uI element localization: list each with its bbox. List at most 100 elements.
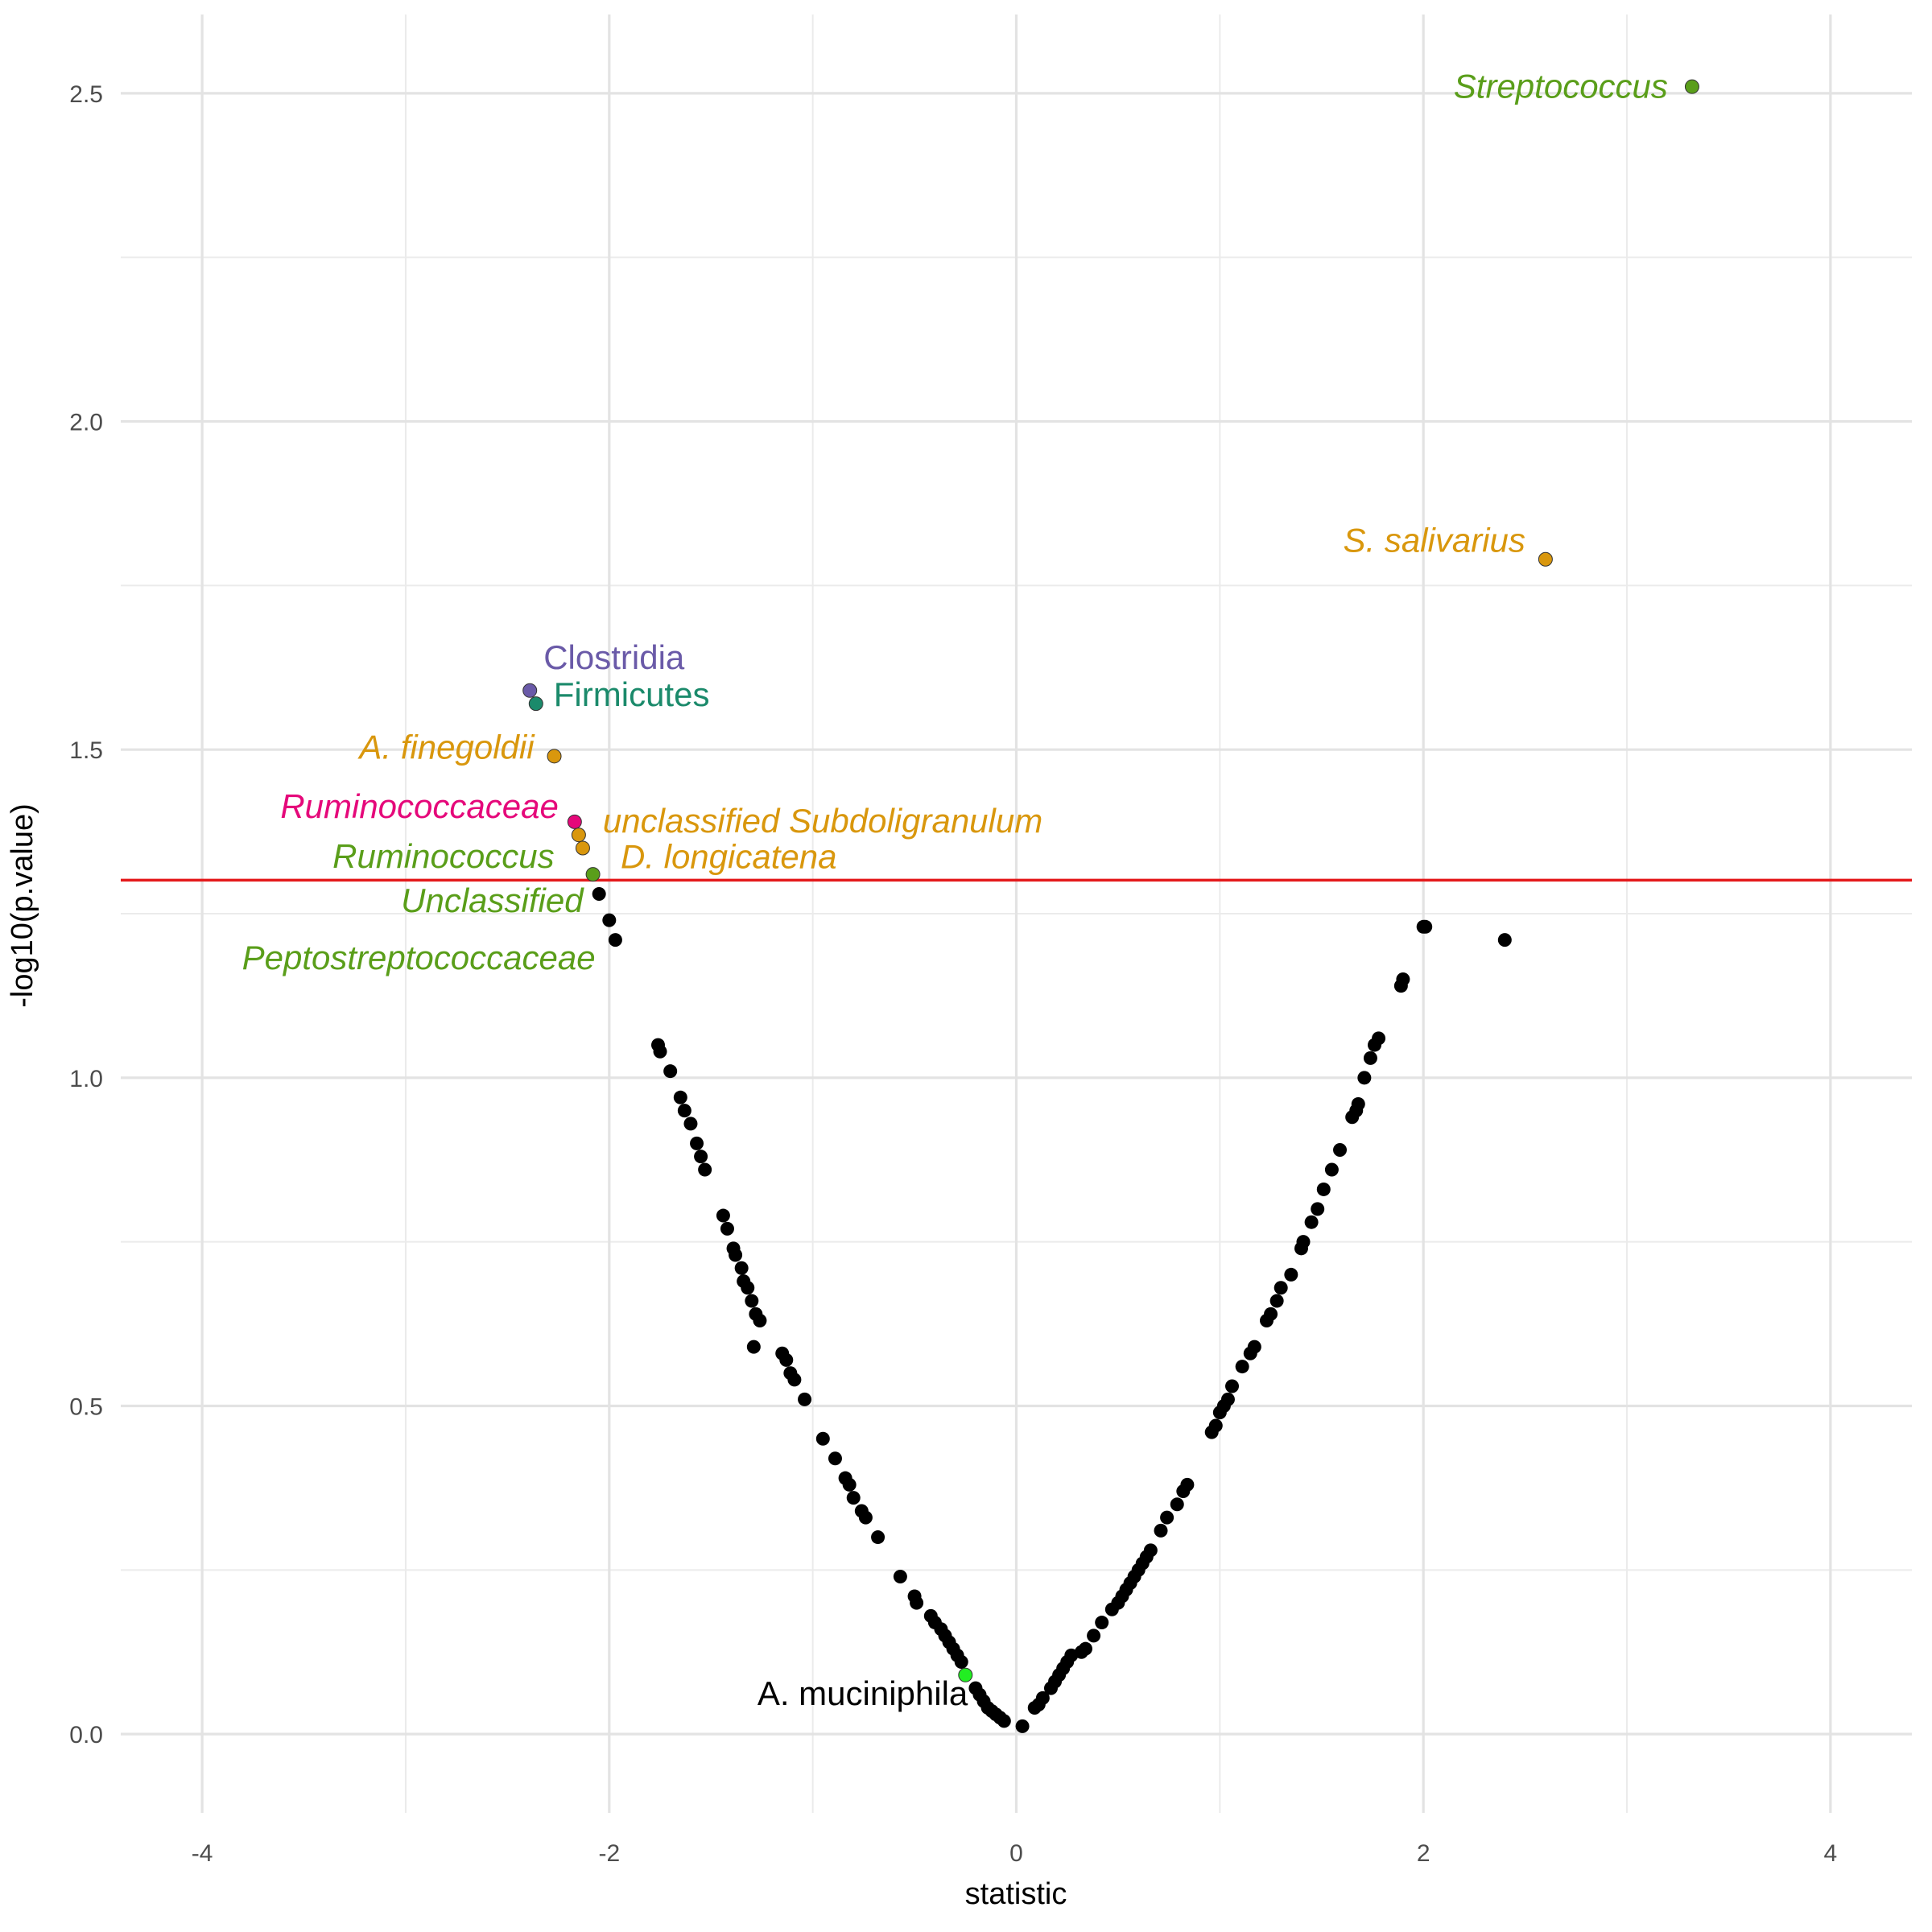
highlighted-point xyxy=(522,683,538,698)
data-point xyxy=(1078,1641,1092,1656)
data-point xyxy=(893,1569,907,1583)
data-point xyxy=(1284,1267,1298,1282)
x-axis-ticks: -4 -2 0 2 4 xyxy=(192,1840,1837,1867)
data-point xyxy=(954,1654,968,1669)
data-point xyxy=(698,1162,712,1177)
major-gridlines xyxy=(121,14,1912,1813)
data-point xyxy=(1220,1392,1235,1406)
point-label: Clostridia xyxy=(543,638,685,676)
point-label: Firmicutes xyxy=(554,675,710,713)
point-label: Peptostreptococcaceae xyxy=(242,939,596,976)
highlighted-point xyxy=(571,828,586,843)
point-label: Streptococcus xyxy=(1454,68,1668,105)
point-label: S. salivarius xyxy=(1343,522,1525,559)
y-tick-label: 1.5 xyxy=(69,737,103,764)
x-tick-label: -4 xyxy=(192,1840,213,1867)
data-point xyxy=(592,887,606,902)
data-point xyxy=(683,1117,698,1131)
data-point xyxy=(653,1044,667,1059)
data-point xyxy=(694,1150,708,1164)
data-point xyxy=(729,1248,743,1262)
data-point xyxy=(1180,1477,1195,1492)
highlighted-point xyxy=(1684,79,1699,94)
x-tick-label: -2 xyxy=(598,1840,620,1867)
highlighted-point xyxy=(547,749,562,764)
data-point xyxy=(746,1340,761,1354)
data-point xyxy=(1316,1182,1331,1196)
highlighted-points xyxy=(522,79,1699,1682)
data-point xyxy=(1154,1523,1168,1538)
data-point xyxy=(1095,1616,1109,1630)
data-point xyxy=(1208,1418,1223,1433)
y-tick-label: 1.0 xyxy=(69,1066,103,1092)
data-point xyxy=(1296,1235,1311,1249)
data-point xyxy=(1264,1307,1278,1321)
data-point xyxy=(815,1431,830,1446)
highlighted-point xyxy=(575,840,590,856)
data-point xyxy=(1235,1360,1249,1374)
data-point xyxy=(1269,1294,1284,1308)
highlighted-point xyxy=(528,696,543,712)
point-label: D. longicatena xyxy=(621,837,837,875)
data-point xyxy=(745,1294,759,1308)
data-point xyxy=(858,1510,873,1525)
data-point xyxy=(779,1352,794,1367)
data-point xyxy=(1396,972,1410,987)
data-point xyxy=(846,1491,861,1505)
data-point xyxy=(1170,1497,1184,1512)
data-point xyxy=(753,1314,767,1328)
data-point xyxy=(673,1090,687,1104)
y-axis-title: -log10(p.value) xyxy=(6,803,39,1007)
data-point xyxy=(741,1281,755,1295)
point-label: Ruminococcus xyxy=(332,837,554,875)
data-point xyxy=(1351,1096,1365,1111)
y-tick-label: 0.5 xyxy=(69,1393,103,1420)
data-point xyxy=(663,1064,678,1079)
data-point xyxy=(608,933,622,947)
data-point xyxy=(1087,1629,1101,1643)
data-point xyxy=(1274,1281,1288,1295)
highlighted-point xyxy=(1538,551,1553,567)
data-point xyxy=(798,1392,812,1406)
highlighted-point xyxy=(958,1667,973,1682)
data-point xyxy=(1324,1162,1339,1177)
data-point xyxy=(1311,1202,1325,1216)
point-label: unclassified Subdoligranulum xyxy=(603,802,1042,840)
point-labels: Streptococcus S. salivarius ClostridiaFirm… xyxy=(242,68,1668,1712)
x-tick-label: 4 xyxy=(1824,1840,1838,1867)
data-point xyxy=(1035,1690,1050,1705)
data-point xyxy=(716,1208,730,1223)
data-point xyxy=(602,913,617,927)
x-axis-title: statistic xyxy=(965,1877,1067,1911)
data-point xyxy=(1363,1051,1377,1065)
data-point xyxy=(910,1596,924,1610)
data-point xyxy=(828,1451,842,1466)
y-axis-ticks: 0.0 0.5 1.0 1.5 2.0 2.5 xyxy=(69,81,103,1748)
data-point xyxy=(1497,933,1512,947)
data-point xyxy=(690,1136,704,1150)
point-label: A. finegoldii xyxy=(357,728,535,766)
x-tick-label: 2 xyxy=(1417,1840,1430,1867)
x-tick-label: 0 xyxy=(1009,1840,1023,1867)
data-point xyxy=(720,1221,734,1236)
data-point xyxy=(734,1261,749,1275)
data-point xyxy=(1333,1143,1348,1158)
data-point xyxy=(677,1104,691,1118)
data-point xyxy=(1247,1340,1261,1354)
data-point xyxy=(1357,1071,1372,1085)
data-point xyxy=(997,1714,1011,1728)
data-point xyxy=(1160,1510,1174,1525)
highlighted-point xyxy=(585,867,601,882)
data-point xyxy=(1143,1543,1158,1558)
highlighted-point xyxy=(567,814,582,829)
point-label: Unclassified xyxy=(401,881,584,919)
data-point xyxy=(1015,1719,1030,1733)
data-point xyxy=(842,1477,857,1492)
point-label: A. muciniphila xyxy=(758,1674,968,1712)
data-point xyxy=(1418,919,1433,934)
data-point xyxy=(871,1530,886,1545)
data-points xyxy=(592,887,1512,1733)
data-point xyxy=(1225,1379,1240,1393)
y-tick-label: 2.0 xyxy=(69,410,103,436)
